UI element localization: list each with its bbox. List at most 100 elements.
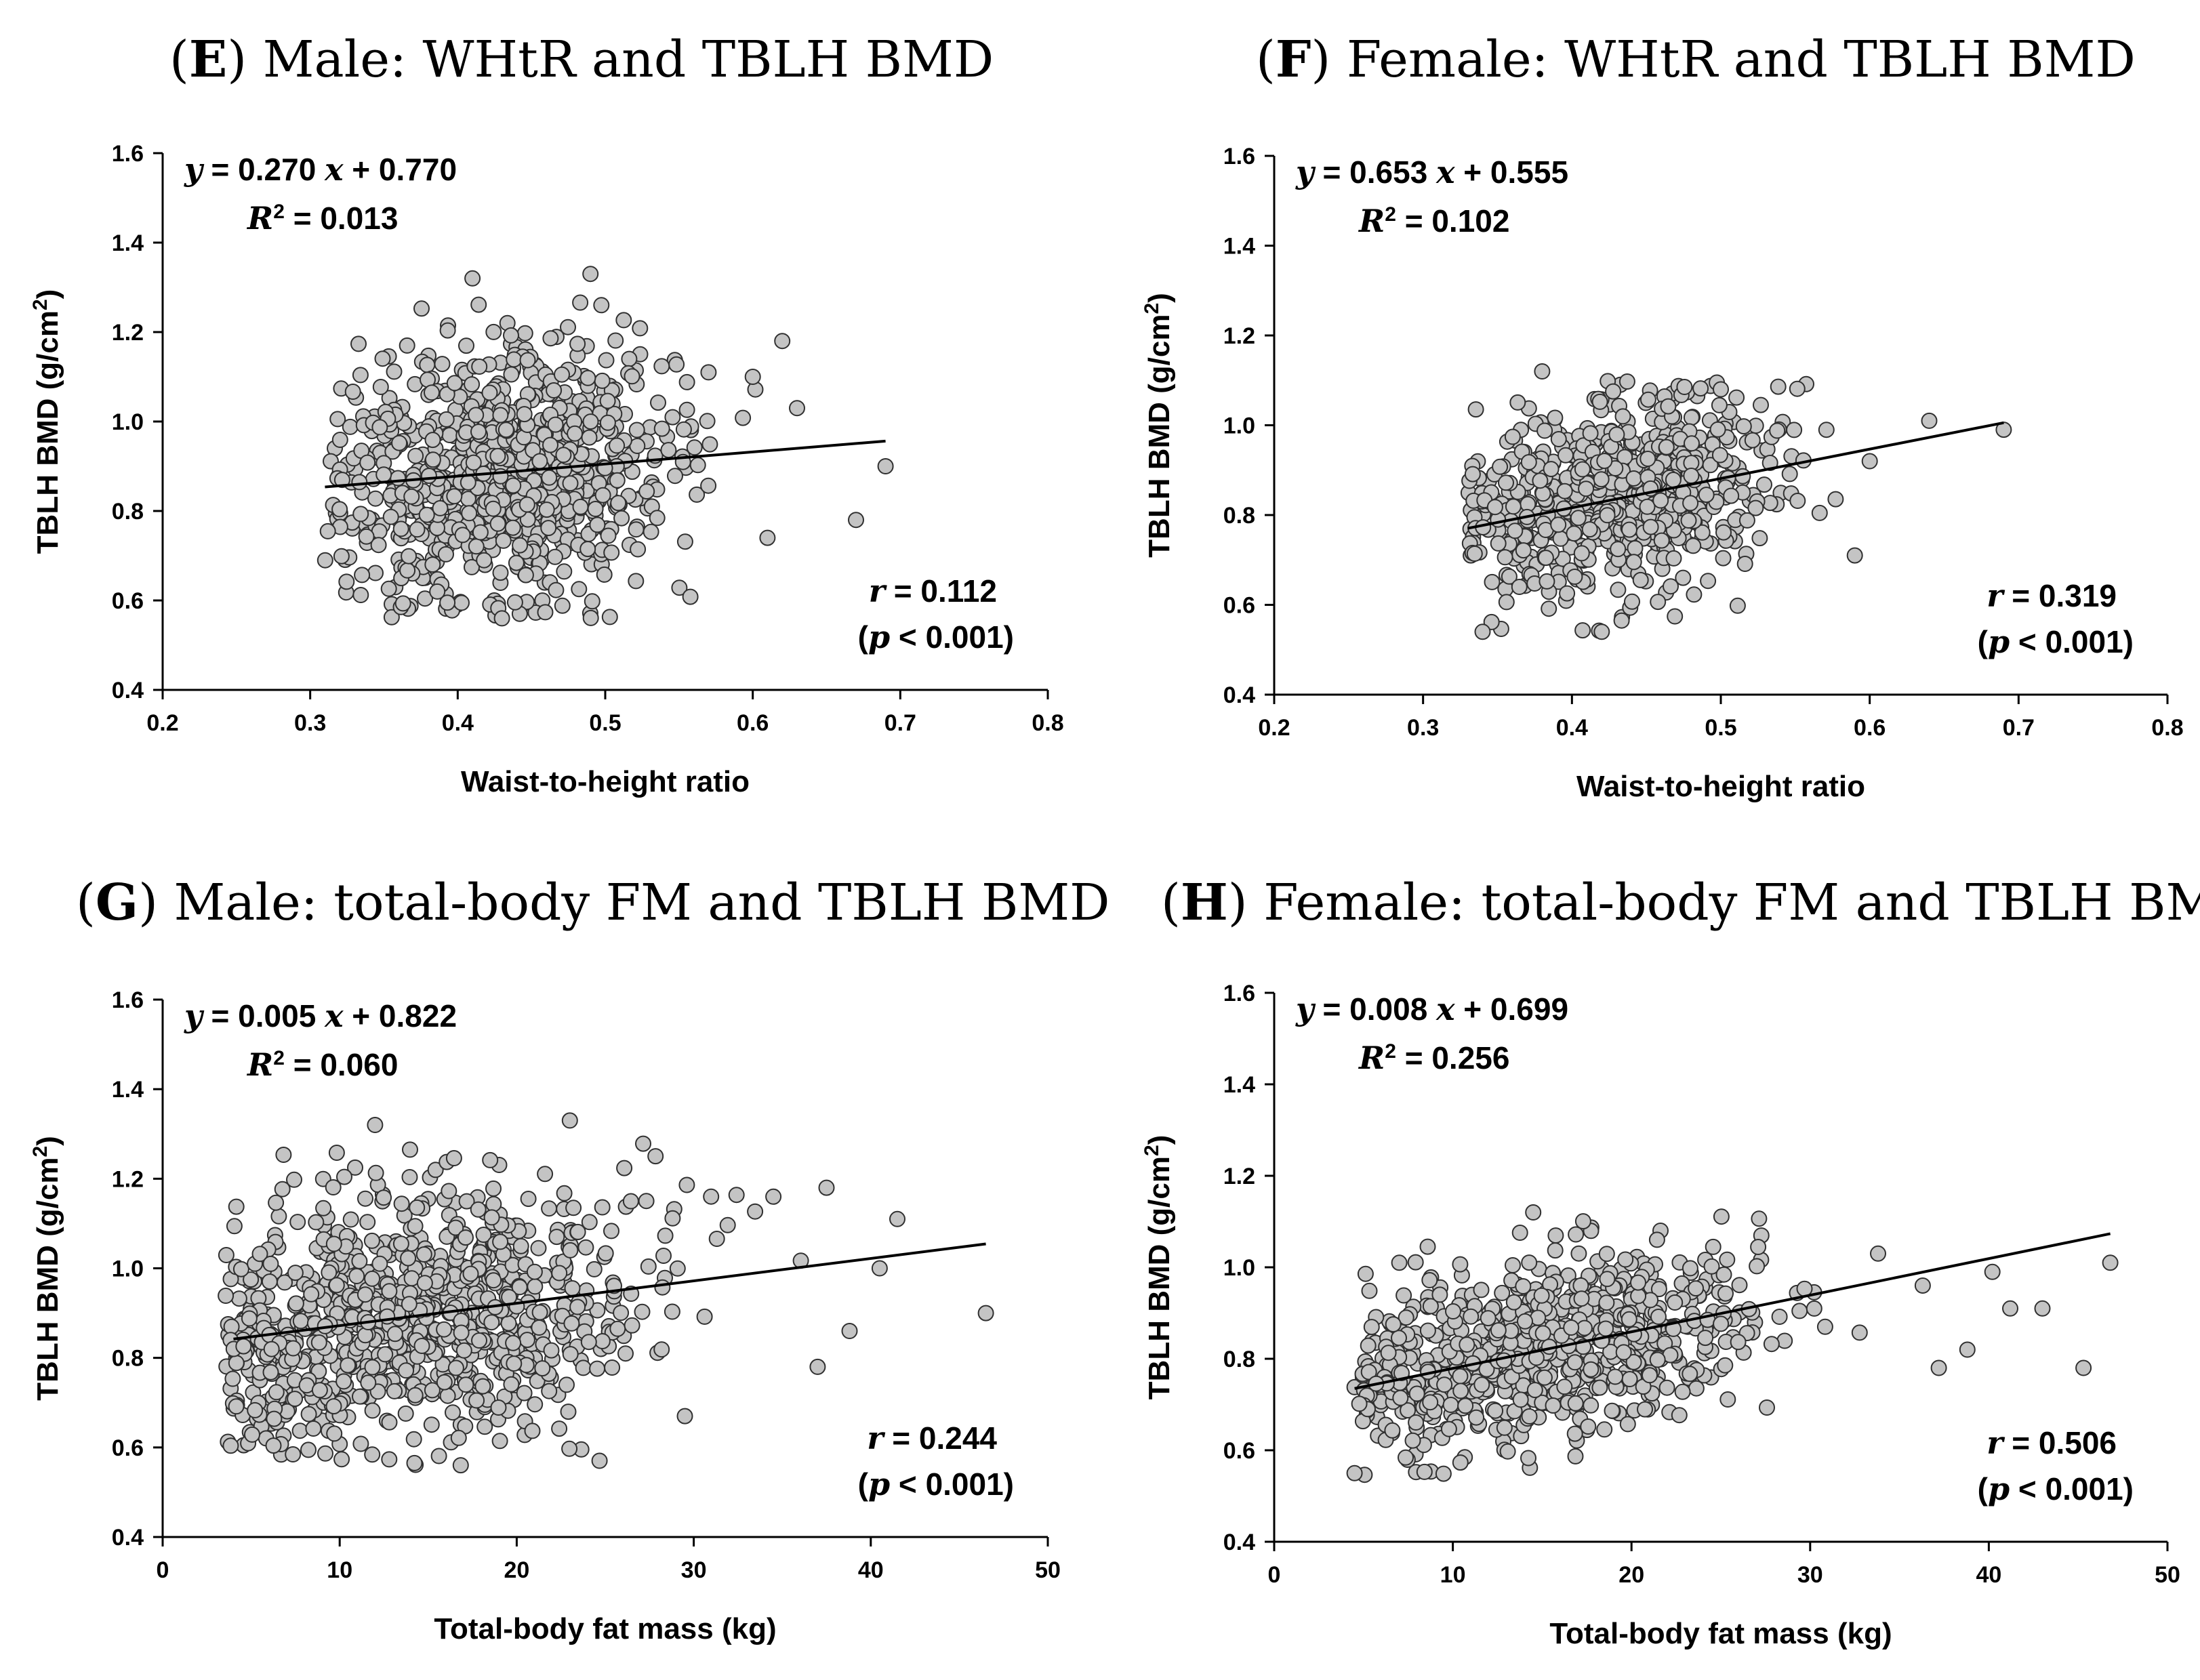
data-point xyxy=(616,1160,633,1176)
data-point xyxy=(1556,483,1573,499)
data-point xyxy=(818,1179,835,1196)
data-point xyxy=(686,439,703,456)
data-point xyxy=(218,1288,235,1304)
data-point xyxy=(1642,1367,1658,1384)
data-point xyxy=(1467,401,1484,418)
data-point xyxy=(628,573,645,590)
chart-panel-g: 0.4 0.6 0.8 1.0 1.2 1.4 1.6 0 10 20 30 40 50 Total-bo… xyxy=(29,987,1061,1645)
p-value: (p < 0.001) xyxy=(858,619,1014,655)
data-point xyxy=(359,454,376,471)
data-point xyxy=(649,510,666,527)
data-point xyxy=(977,1305,994,1322)
data-point xyxy=(1490,535,1507,552)
data-point xyxy=(268,1194,285,1211)
r2-exponent: 2 xyxy=(273,201,285,223)
data-point xyxy=(226,1218,243,1235)
data-point xyxy=(1574,461,1591,478)
data-point xyxy=(441,427,458,443)
data-point xyxy=(1407,1254,1424,1271)
data-point xyxy=(367,1117,384,1133)
data-point xyxy=(1436,1376,1453,1393)
data-point xyxy=(439,594,456,611)
data-point xyxy=(363,1232,380,1249)
data-point xyxy=(600,527,617,544)
data-point xyxy=(447,1359,464,1376)
chart-panel-e: 0.4 0.6 0.8 1.0 1.2 1.4 1.6 0.2 0.3 0.4 0.5 0.6 0.7 0… xyxy=(29,141,1064,798)
y-tick-label: 1.6 xyxy=(112,987,144,1013)
data-point xyxy=(700,364,717,381)
x-tick-label: 0 xyxy=(157,1557,169,1583)
data-point xyxy=(512,1237,529,1254)
data-point xyxy=(541,1382,558,1399)
data-point xyxy=(609,437,626,454)
r2-value: = 0.256 xyxy=(1396,1040,1510,1075)
data-point xyxy=(354,567,371,583)
data-point xyxy=(1753,396,1769,413)
data-point xyxy=(386,1326,403,1343)
eq-y: y xyxy=(184,151,205,188)
data-point xyxy=(403,488,420,505)
data-point xyxy=(569,335,586,352)
data-point xyxy=(1583,1361,1600,1378)
data-point xyxy=(1552,530,1569,547)
data-point xyxy=(700,477,717,494)
data-point xyxy=(1639,451,1656,467)
data-point xyxy=(1598,1294,1615,1311)
y-axis-label-close: ) xyxy=(31,1136,64,1146)
data-point xyxy=(1660,398,1677,415)
data-point xyxy=(235,1338,252,1355)
data-point xyxy=(664,409,681,426)
data-point xyxy=(1984,1263,2001,1280)
data-point xyxy=(1617,1251,1634,1268)
x-tick-label: 0.6 xyxy=(737,710,769,736)
r-squared: R2 = 0.256 xyxy=(1358,1040,1509,1076)
data-point xyxy=(331,501,348,518)
y-tick-label: 1.2 xyxy=(1223,1164,1255,1189)
data-point xyxy=(556,563,573,580)
data-point xyxy=(599,392,616,409)
data-point xyxy=(635,1135,651,1152)
data-point xyxy=(1391,1254,1408,1271)
y-tick-label: 0.4 xyxy=(112,678,144,703)
data-point xyxy=(519,352,536,369)
data-point xyxy=(841,1323,858,1339)
data-point xyxy=(429,583,446,600)
data-point xyxy=(268,1384,285,1401)
eq-x: x xyxy=(1435,154,1455,190)
data-point xyxy=(587,501,604,517)
data-point xyxy=(589,516,606,533)
data-point xyxy=(1781,466,1798,483)
data-point xyxy=(1769,422,1786,439)
r-symbol: r xyxy=(1987,577,2005,614)
data-point xyxy=(506,351,523,368)
data-point xyxy=(1484,573,1501,590)
data-point xyxy=(569,1223,586,1240)
data-point xyxy=(1642,518,1659,535)
data-point xyxy=(417,590,433,607)
p-text: < 0.001) xyxy=(2010,1471,2134,1507)
data-point xyxy=(391,434,408,451)
eq-y: y xyxy=(184,998,205,1034)
data-point xyxy=(1806,1300,1822,1317)
data-point xyxy=(375,466,392,483)
data-point xyxy=(1711,396,1728,413)
p-open: ( xyxy=(1978,1471,1989,1507)
data-point xyxy=(1536,422,1553,439)
data-point xyxy=(251,1246,268,1263)
data-point xyxy=(1613,612,1630,629)
data-point xyxy=(409,1199,426,1216)
data-point xyxy=(546,548,563,565)
data-point xyxy=(1851,1324,1868,1341)
data-point xyxy=(650,394,666,411)
data-point xyxy=(460,474,476,491)
data-point xyxy=(1914,1277,1931,1294)
data-point xyxy=(560,1404,577,1420)
data-point xyxy=(580,1334,597,1351)
data-point xyxy=(624,368,640,385)
data-point xyxy=(492,565,509,581)
data-point xyxy=(266,1410,283,1427)
data-point xyxy=(1445,1303,1461,1319)
data-point xyxy=(1658,1379,1675,1396)
data-point xyxy=(1452,1454,1469,1471)
